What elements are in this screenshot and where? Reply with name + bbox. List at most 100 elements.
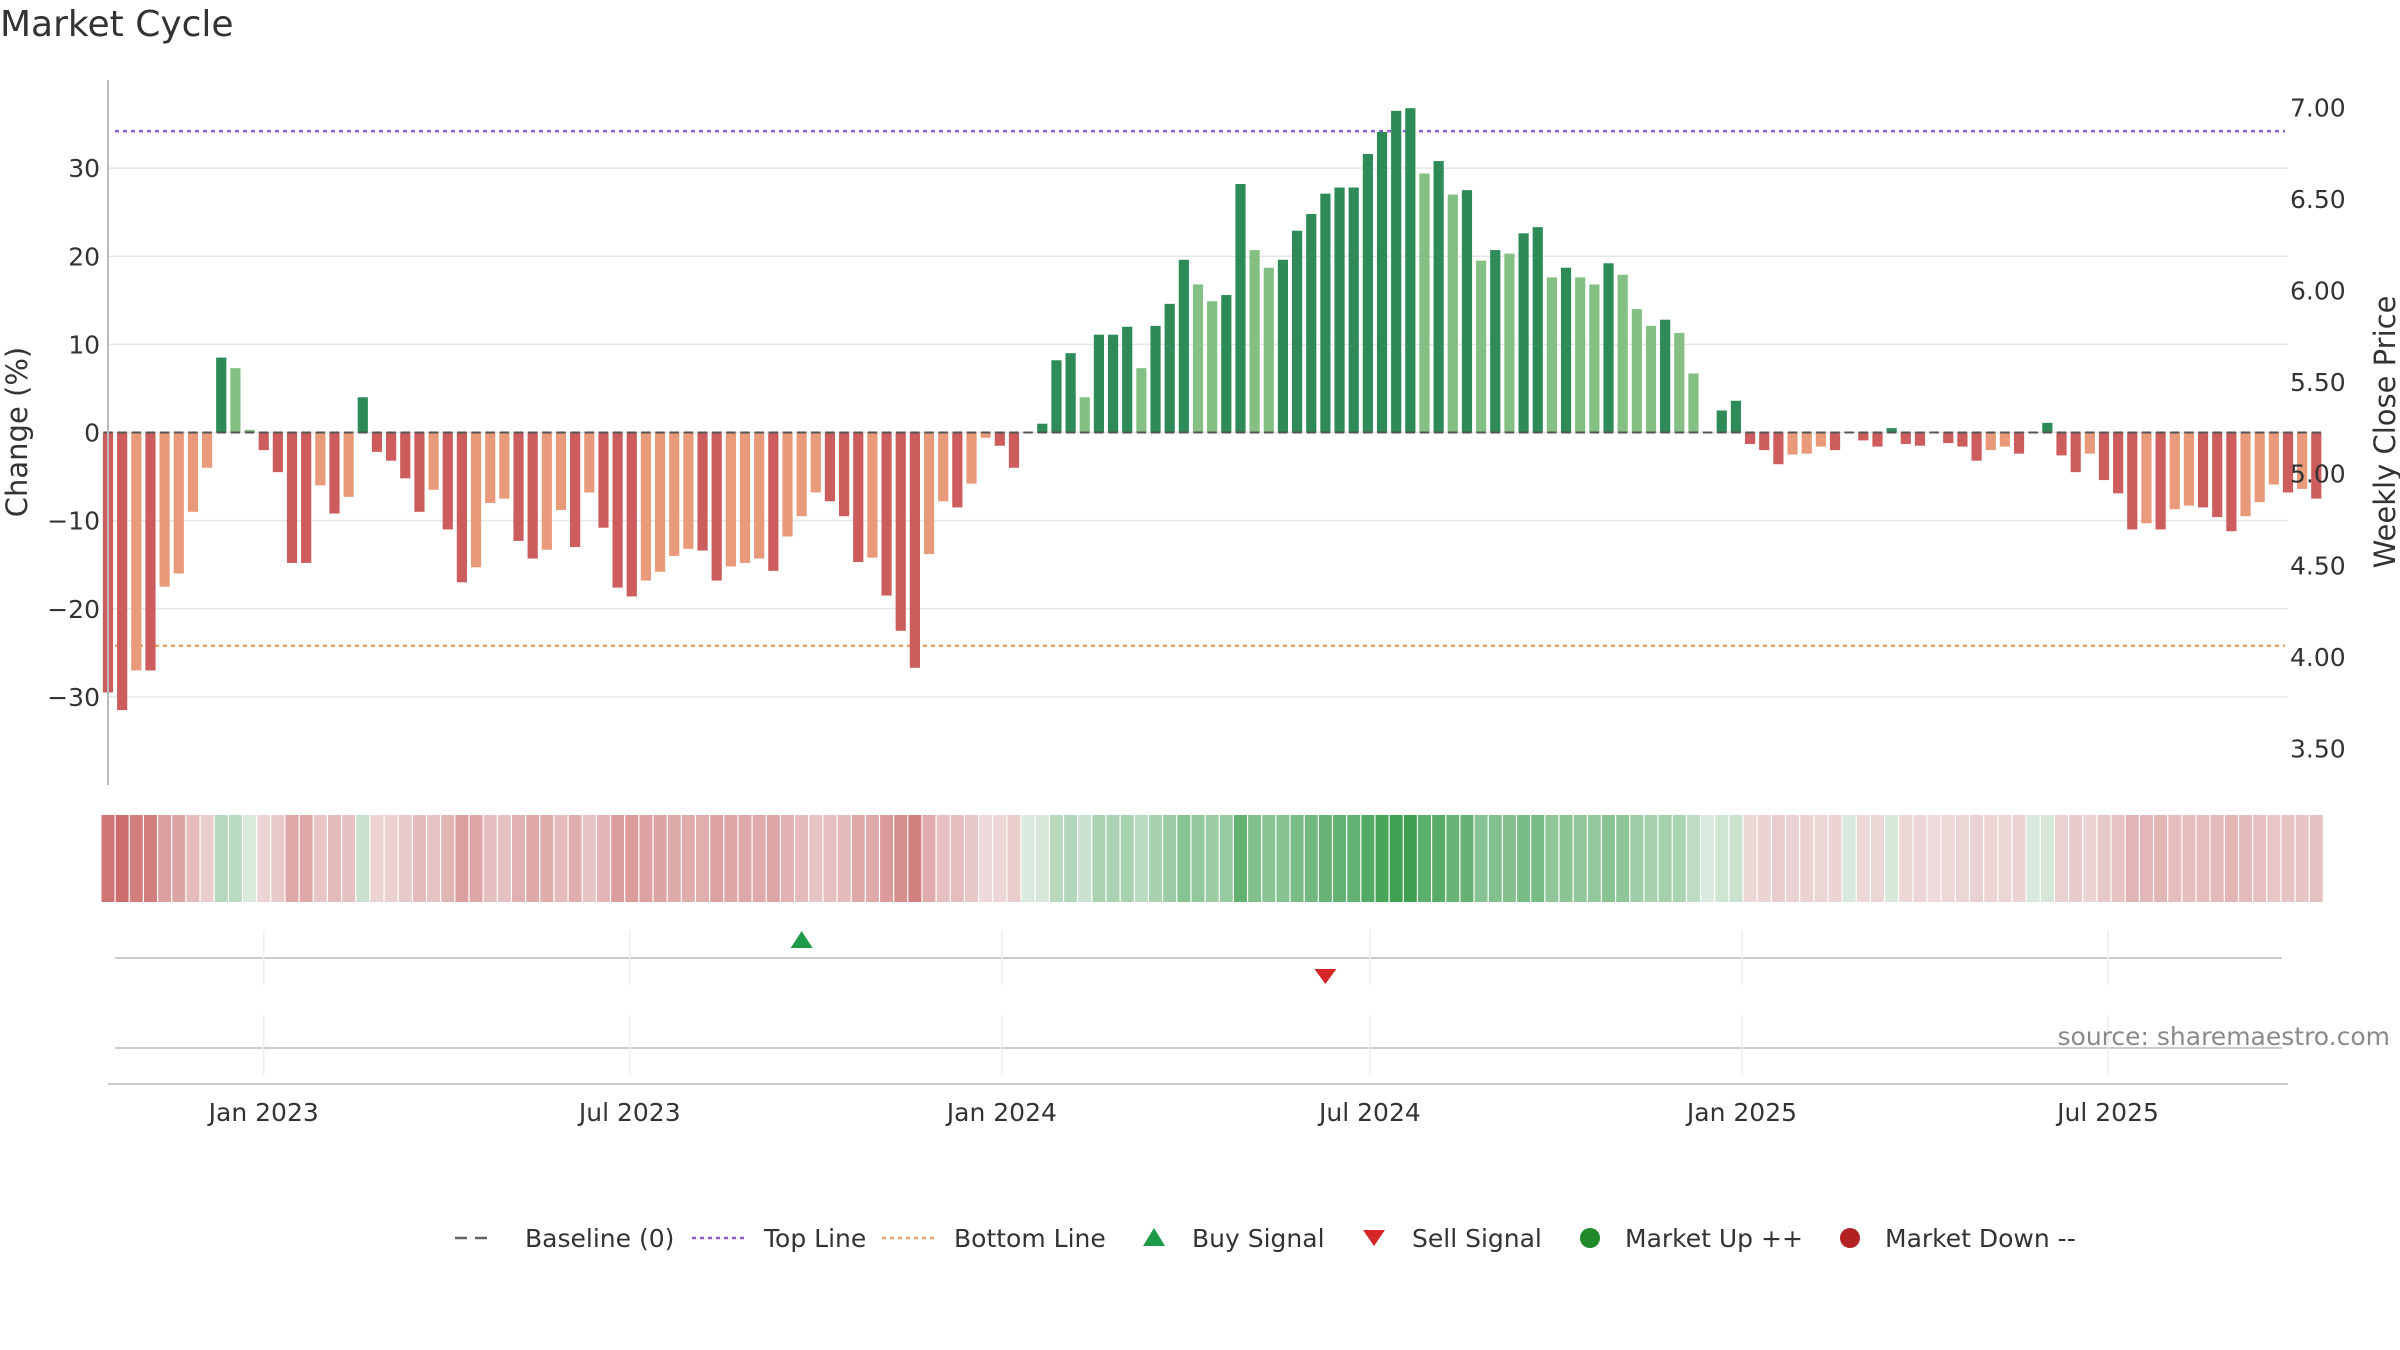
reference-lines [115, 129, 2285, 648]
heat-strip-cell [1432, 815, 1446, 902]
heat-strip-cell [922, 815, 936, 902]
buy-triangle-icon [1143, 1228, 1165, 1246]
heat-strip-cell [2040, 815, 2054, 902]
y2-tick-label: 4.50 [2290, 551, 2346, 580]
bar [1914, 432, 1926, 446]
bar [1688, 373, 1699, 433]
bar [2042, 422, 2053, 433]
bar [1575, 277, 1586, 433]
y2-tick-label: 5.00 [2290, 460, 2346, 489]
heat-strip-cell [214, 815, 228, 902]
bar [187, 432, 199, 512]
bar [2297, 432, 2308, 489]
heat-strip-cell [752, 815, 766, 902]
heat-strip-cell [370, 815, 384, 902]
bar [1589, 284, 1600, 433]
legend-item: Buy Signal [1143, 1224, 1325, 1253]
bar [1886, 428, 1897, 433]
bar [1122, 326, 1133, 433]
bar [980, 432, 991, 438]
bar [796, 432, 807, 517]
heat-strip-cell [1672, 815, 1686, 902]
bar [1943, 432, 1954, 444]
bar [867, 432, 878, 558]
heat-strip-cell [596, 815, 610, 902]
bar [456, 432, 467, 583]
heat-strip-cell [1205, 815, 1219, 902]
y-tick-label: −30 [47, 683, 100, 712]
bar [442, 432, 453, 530]
heat-strip-cell [2125, 815, 2139, 902]
heat-strip-cell [809, 815, 823, 902]
heat-strip-cell [1658, 815, 1672, 902]
heat-strip-cell [625, 815, 639, 902]
bar [1107, 334, 1119, 433]
heat-strip-cell [540, 815, 554, 902]
heat-strip-cell [1106, 815, 1120, 902]
heat-strip-cell [1446, 815, 1460, 902]
heat-strip-cell [1517, 815, 1531, 902]
heat-strip-cell [1630, 815, 1644, 902]
bar [1801, 432, 1812, 454]
bar [2127, 432, 2138, 530]
heat-strip-cell [1488, 815, 1502, 902]
heat-strip-cell [1786, 815, 1800, 902]
bar [1207, 301, 1218, 433]
heat-strip-cell [299, 815, 313, 902]
bar [2282, 432, 2294, 493]
heat-strip-cell [313, 815, 327, 902]
bar [1787, 432, 1798, 455]
heat-strip-cell [101, 815, 115, 902]
y-axis-title: Change (%) [0, 347, 34, 517]
bar [2070, 432, 2081, 473]
heat-strip-cell [1800, 815, 1814, 902]
x-tick-label: Jul 2025 [2055, 1098, 2159, 1127]
bar [909, 432, 920, 668]
heat-strip-cell [200, 815, 214, 902]
bar [1447, 194, 1458, 433]
bar [654, 432, 666, 572]
heat-strip-cell [115, 815, 129, 902]
bar [669, 432, 680, 556]
bar [343, 432, 354, 497]
y-tick-label: −10 [47, 507, 100, 536]
bar [1065, 353, 1076, 433]
heat-strip-cell [1715, 815, 1729, 902]
bar [1759, 432, 1770, 451]
bar [216, 357, 227, 433]
legend-item: Sell Signal [1363, 1224, 1542, 1253]
source-label: source: sharemaestro.com [2058, 1022, 2391, 1051]
bar [1490, 250, 1501, 433]
bar [1872, 432, 1883, 447]
heat-strip-cell [271, 815, 285, 902]
legend-label: Buy Signal [1192, 1224, 1325, 1253]
legend-label: Top Line [763, 1224, 866, 1253]
heat-strip-cell [2309, 815, 2323, 902]
bar [301, 432, 312, 563]
bar [1674, 332, 1685, 433]
bar [1461, 190, 1473, 433]
heat-strip-cell [356, 815, 370, 902]
heat-strip-cell [639, 815, 653, 902]
y2-tick-label: 6.00 [2290, 277, 2346, 306]
heat-strip-cell [2139, 815, 2153, 902]
bar [513, 432, 524, 541]
heat-strip-cell [1191, 815, 1205, 902]
heat-strip-cell [455, 815, 469, 902]
x-tick-label: Jan 2024 [945, 1098, 1057, 1127]
heat-strip-cell [1644, 815, 1658, 902]
bar [1362, 154, 1373, 433]
bar [2141, 432, 2152, 524]
y-tick-label: 20 [68, 242, 100, 271]
bar [1999, 432, 2010, 447]
heat-strip-cell [1729, 815, 1743, 902]
bar [1051, 360, 1062, 433]
heat-strip-cell [1318, 815, 1332, 902]
heat-strip-cell [228, 815, 242, 902]
heat-strip-cell [2182, 815, 2196, 902]
heat-strip-cell [497, 815, 511, 902]
heat-strip-cell [936, 815, 950, 902]
bar [2268, 432, 2279, 485]
bar [853, 432, 864, 563]
heat-strip-cell [1602, 815, 1615, 902]
